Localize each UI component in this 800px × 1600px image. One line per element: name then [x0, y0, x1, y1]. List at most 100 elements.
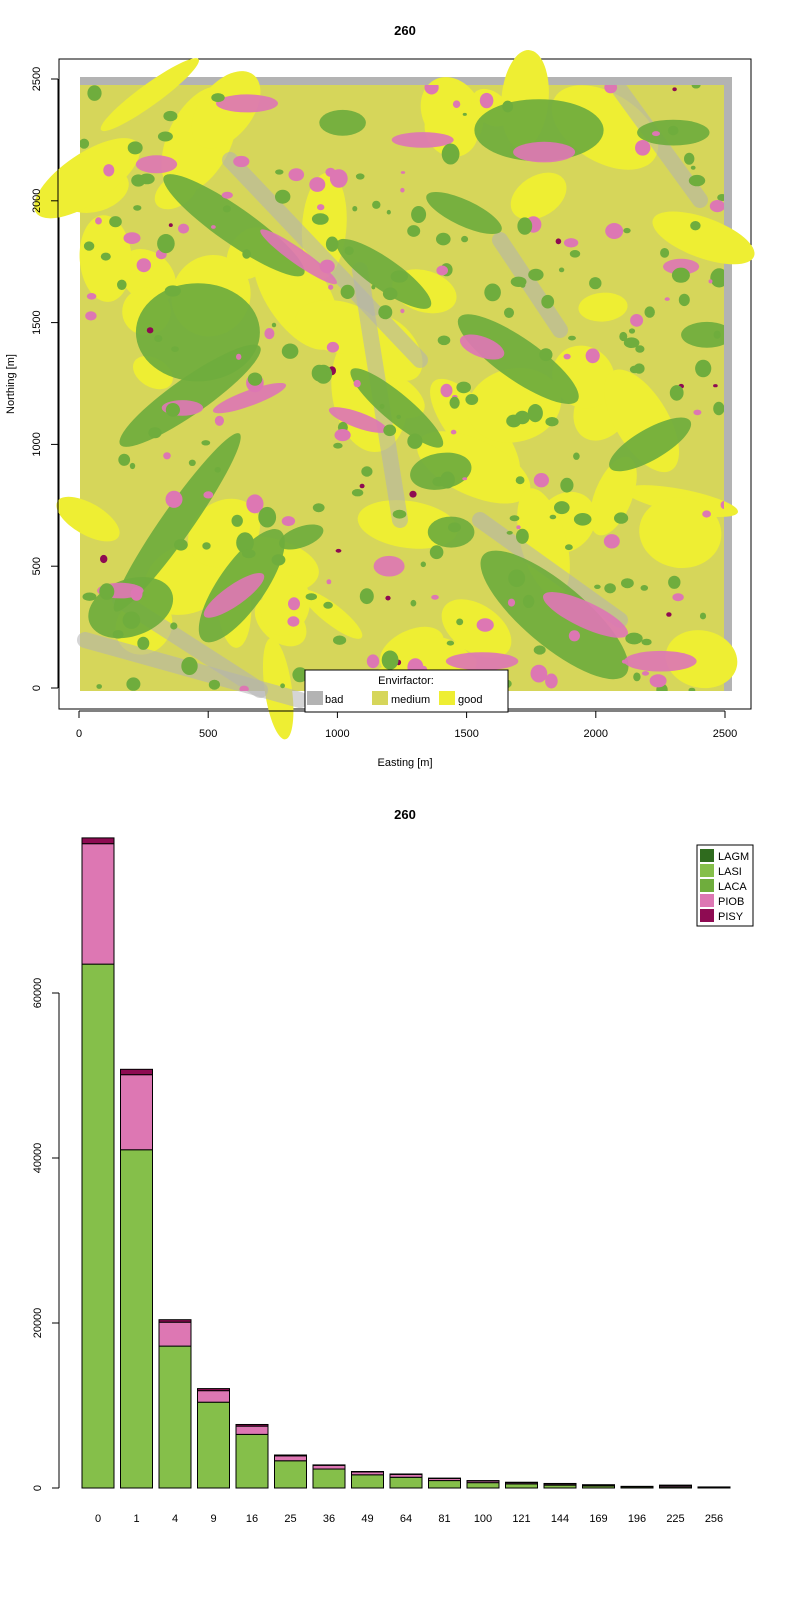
legend-swatch-piob	[700, 894, 714, 907]
tree-cluster-piob	[130, 587, 143, 601]
tree-cluster-piob	[530, 664, 548, 683]
legend-label-lasi: LASI	[718, 866, 742, 878]
x-tick-label: 169	[589, 1513, 607, 1525]
tree-cluster-laca	[502, 100, 514, 113]
tree-cluster-piob	[516, 525, 521, 530]
tree-cluster-piob	[672, 593, 684, 602]
tree-cluster-laca	[514, 410, 530, 425]
map-y-axis-label: Northing [m]	[5, 354, 17, 414]
map-legend: Envirfactor: bad medium good	[304, 669, 509, 713]
bar-stack-9	[197, 1388, 230, 1489]
tree-cluster-piob	[288, 597, 300, 611]
bar-segment-lasi	[120, 1149, 153, 1489]
tree-cluster-laca	[379, 403, 385, 409]
bar-y-axis: 0 20000 40000 60000	[32, 978, 60, 1491]
tree-cluster-laca	[410, 599, 417, 607]
tree-cluster-laca	[361, 466, 373, 477]
tree-cluster-pisy	[359, 483, 365, 489]
x-tick-label: 16	[246, 1513, 258, 1525]
tree-cluster-piob	[328, 284, 334, 290]
tree-patch-piob	[203, 572, 265, 618]
x-tick-label: 9	[210, 1513, 216, 1525]
tree-cluster-laca	[465, 394, 479, 405]
tree-cluster-laca	[231, 514, 243, 527]
tree-cluster-laca	[305, 593, 317, 601]
bar-segment-lasi	[81, 963, 115, 1489]
tree-cluster-laca	[446, 640, 455, 646]
tree-cluster-piob	[165, 490, 183, 508]
y-tick-label: 60000	[32, 978, 44, 1009]
tree-cluster-piob	[281, 516, 296, 527]
bar-stack-0	[81, 837, 115, 1489]
tree-cluster-laca	[539, 348, 553, 362]
bar-x-tick-labels: 0 1 4 9 16 25 36 49 64 81 100 121 144 169 196 225 256	[95, 1513, 723, 1525]
tree-cluster-laca	[506, 530, 513, 535]
tree-cluster-laca	[170, 622, 178, 630]
tree-cluster-piob	[635, 140, 651, 156]
tree-cluster-laca	[510, 276, 527, 287]
tree-cluster-piob	[479, 92, 494, 109]
tree-cluster-laca	[378, 305, 393, 320]
envirfactor-bad-area	[612, 82, 708, 208]
bar-stack-196	[620, 1485, 654, 1489]
tree-cluster-piob	[649, 674, 667, 688]
tree-cluster-piob	[702, 510, 711, 518]
y-tick-label: 1000	[31, 432, 43, 456]
tree-cluster-piob	[309, 177, 326, 192]
tree-cluster-piob	[709, 200, 724, 213]
tree-cluster-laca	[516, 528, 529, 544]
tree-cluster-laca	[80, 138, 90, 149]
tree-cluster-piob	[246, 494, 264, 514]
x-tick-label: 1500	[454, 728, 478, 740]
tree-patch-piob	[391, 132, 454, 148]
legend-label-piob: PIOB	[718, 896, 744, 908]
tree-cluster-laca	[508, 569, 526, 588]
tree-cluster-laca	[633, 672, 641, 682]
tree-patch-laca	[279, 524, 324, 550]
tree-cluster-laca	[660, 248, 670, 258]
y-tick-label: 2500	[31, 67, 43, 91]
legend-label-lagm: LAGM	[718, 851, 749, 863]
tree-cluster-laca	[568, 335, 576, 341]
x-tick-label: 144	[551, 1513, 569, 1525]
bar-stack-25	[274, 1454, 307, 1489]
tree-cluster-laca	[560, 477, 574, 493]
tree-cluster-piob	[236, 353, 242, 360]
tree-cluster-laca	[87, 85, 102, 101]
x-tick-label: 1000	[325, 728, 349, 740]
bar-stack-121	[505, 1481, 538, 1489]
tree-cluster-laca	[82, 592, 97, 601]
tree-cluster-laca	[667, 125, 679, 136]
tree-patches	[80, 85, 724, 691]
tree-cluster-laca	[456, 618, 464, 626]
tree-cluster-piob	[326, 341, 339, 353]
envirfactor-good-area	[34, 138, 141, 219]
tree-cluster-laca	[441, 143, 460, 165]
tree-cluster-piob	[664, 297, 670, 301]
tree-patch-piob	[212, 382, 287, 414]
tree-cluster-laca	[242, 249, 251, 259]
tree-cluster-piob	[462, 477, 468, 481]
envirfactor-good-area	[639, 496, 722, 569]
tree-cluster-piob	[424, 85, 439, 95]
tree-cluster-laca	[573, 513, 592, 526]
tree-cluster-piob	[221, 191, 233, 199]
tree-cluster-laca	[258, 506, 277, 528]
tree-cluster-laca	[545, 417, 559, 427]
tree-cluster-laca	[437, 335, 451, 346]
tree-cluster-laca	[214, 467, 221, 473]
tree-cluster-laca	[201, 440, 211, 446]
tree-cluster-laca	[640, 585, 649, 591]
tree-cluster-piob	[85, 311, 97, 321]
tree-cluster-laca	[333, 442, 343, 449]
bar-segment-piob	[274, 1455, 307, 1462]
x-tick-label: 0	[95, 1513, 101, 1525]
bar-segment-piob	[197, 1390, 230, 1403]
tree-cluster-piob	[264, 328, 275, 340]
tree-cluster-laca	[236, 532, 254, 554]
tree-cluster-laca	[340, 284, 355, 299]
tree-cluster-laca	[641, 638, 652, 646]
tree-cluster-laca	[669, 385, 684, 401]
bar-stack-169	[582, 1484, 615, 1489]
tree-cluster-laca	[148, 427, 162, 439]
